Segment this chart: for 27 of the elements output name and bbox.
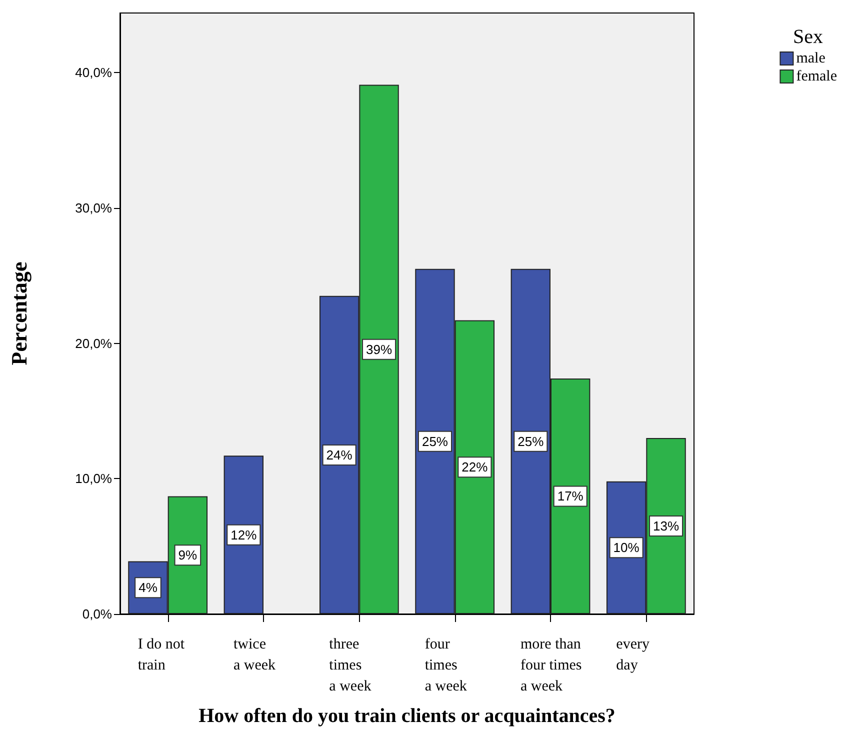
data-label: 10% — [613, 540, 640, 556]
x-tick-label: I do not train — [138, 636, 186, 674]
data-label: 25% — [518, 434, 544, 449]
y-tick-label: 40,0% — [75, 65, 112, 80]
x-tick-label: twice a week — [234, 636, 276, 674]
x-axis-title: How often do you train clients or acquaintances? — [198, 705, 616, 727]
y-axis-title: Percentage — [6, 262, 32, 366]
y-tick-label: 20,0% — [75, 336, 112, 351]
data-label: 17% — [557, 488, 584, 504]
x-tick-label: four times a week — [424, 636, 468, 694]
data-label: 4% — [138, 580, 158, 596]
x-tick-label: every day — [616, 636, 650, 674]
data-label: 24% — [326, 447, 353, 462]
y-tick-label: 0,0% — [82, 606, 112, 622]
x-tick-label: three times a week — [329, 636, 372, 694]
data-label: 13% — [653, 518, 680, 534]
data-label: 9% — [178, 548, 198, 563]
legend-label: female — [796, 68, 838, 84]
y-tick-label: 30,0% — [75, 200, 112, 216]
data-label: 39% — [366, 342, 392, 357]
legend-label: male — [796, 50, 826, 66]
data-label: 22% — [462, 460, 488, 475]
data-label: 12% — [230, 527, 258, 542]
legend-title: Sex — [793, 26, 823, 48]
x-tick-label: more than four times a week — [520, 636, 582, 694]
data-label: 25% — [422, 434, 448, 449]
y-tick-label: 10,0% — [75, 471, 112, 486]
